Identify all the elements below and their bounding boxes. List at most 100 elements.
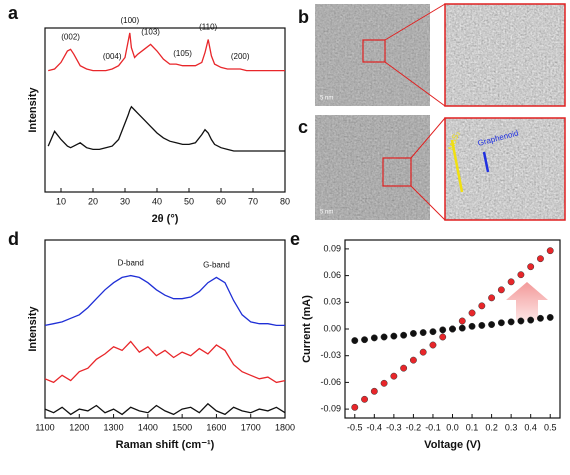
panel-label: b <box>298 7 309 27</box>
y-tick-label: 0.03 <box>323 297 341 307</box>
panel-label: d <box>8 229 19 249</box>
data-point <box>497 286 505 294</box>
x-tick-label: 1600 <box>206 422 226 432</box>
y-tick-label: 0.09 <box>323 243 341 253</box>
x-axis-label: Raman shift (cm⁻¹) <box>116 439 215 451</box>
y-tick-label: 0.00 <box>323 323 341 333</box>
plot-frame <box>44 239 286 419</box>
zoom-line <box>384 3 446 41</box>
data-point <box>439 326 447 334</box>
data-point <box>478 302 486 310</box>
zoom-box <box>362 39 386 63</box>
zoom-line <box>410 185 446 221</box>
data-point <box>517 317 525 325</box>
data-point <box>507 318 515 326</box>
x-axis-label: 2θ (°) <box>152 213 179 225</box>
data-point <box>351 337 359 345</box>
data-point <box>537 255 544 263</box>
peak-label: G-band <box>203 260 230 269</box>
panel-label: a <box>8 3 19 23</box>
data-point <box>429 328 437 336</box>
x-tick-label: 0.3 <box>505 422 518 432</box>
panel-label: c <box>298 117 308 137</box>
x-tick-label: -0.5 <box>347 422 363 432</box>
tem-images: 5 nm MoS₂ Graphenoid 5 nm <box>315 3 566 221</box>
data-point <box>380 379 388 387</box>
x-tick-label: 1300 <box>104 422 124 432</box>
data-point <box>546 247 554 255</box>
data-point <box>527 263 535 271</box>
y-axis-label: Intensity <box>27 87 39 133</box>
x-tick-label: 1400 <box>138 422 158 432</box>
plot-frame <box>44 27 286 193</box>
peak-label: (100) <box>120 16 139 25</box>
data-point <box>409 330 417 337</box>
layer-marker <box>450 139 464 193</box>
x-tick-label: 1200 <box>69 422 89 432</box>
x-tick-label: -0.1 <box>425 422 441 432</box>
zoom-box <box>382 157 412 187</box>
data-point <box>351 403 359 411</box>
peak-label: D-band <box>118 259 144 268</box>
data-point <box>527 316 535 324</box>
data-point <box>468 309 476 317</box>
peak-label: (200) <box>231 52 250 61</box>
x-tick-label: 0.0 <box>446 422 459 432</box>
data-point <box>546 313 554 321</box>
peak-label: (002) <box>61 32 80 41</box>
data-line <box>48 32 285 72</box>
peak-label: (103) <box>141 28 160 37</box>
data-point <box>390 372 398 380</box>
y-tick-label: -0.06 <box>320 377 341 387</box>
data-line <box>47 105 285 152</box>
x-tick-label: 70 <box>248 196 258 206</box>
data-point <box>488 294 496 302</box>
tem-image <box>445 118 565 220</box>
tem-image <box>315 4 430 106</box>
panel-label: e <box>290 229 300 249</box>
data-point <box>409 356 417 364</box>
data-point <box>468 322 476 330</box>
data-point <box>429 341 437 349</box>
peak-label: (004) <box>103 52 122 61</box>
x-tick-label: 0.1 <box>466 422 479 432</box>
data-point <box>390 332 398 340</box>
x-tick-label: 30 <box>120 196 130 206</box>
scale-bar: 5 nm <box>320 210 333 216</box>
x-tick-label: 60 <box>216 196 226 206</box>
tem-shade <box>315 4 430 106</box>
x-tick-label: 1500 <box>172 422 192 432</box>
tem-shade <box>315 115 430 220</box>
data-point <box>361 336 368 344</box>
x-tick-label: 0.4 <box>524 422 537 432</box>
x-tick-label: 10 <box>56 196 66 206</box>
data-point <box>458 317 466 325</box>
y-axis-label: Intensity <box>27 306 39 352</box>
zoom-frame <box>444 117 566 221</box>
data-point <box>400 364 408 372</box>
zoom-line <box>410 117 446 159</box>
y-tick-label: -0.03 <box>320 350 341 360</box>
data-point <box>458 324 466 332</box>
x-tick-label: 0.5 <box>544 422 557 432</box>
data-point <box>488 321 496 328</box>
x-tick-label: -0.3 <box>386 422 402 432</box>
data-point <box>507 278 515 286</box>
x-tick-label: 1100 <box>35 422 54 432</box>
data-point <box>380 333 388 341</box>
y-tick-label: 0.06 <box>323 270 341 280</box>
x-axis-label: Voltage (V) <box>424 439 481 451</box>
x-tick-label: 1700 <box>241 422 261 432</box>
data-point <box>449 325 456 333</box>
zoom-line <box>384 61 446 107</box>
data-point <box>497 319 505 327</box>
peak-label: (105) <box>173 49 192 58</box>
y-tick-label: -0.09 <box>320 403 341 413</box>
data-point <box>370 387 378 395</box>
x-tick-label: -0.2 <box>406 422 422 432</box>
data-point <box>537 314 544 322</box>
x-tick-label: 40 <box>152 196 162 206</box>
layer-marker <box>482 151 490 173</box>
data-point <box>478 321 486 329</box>
